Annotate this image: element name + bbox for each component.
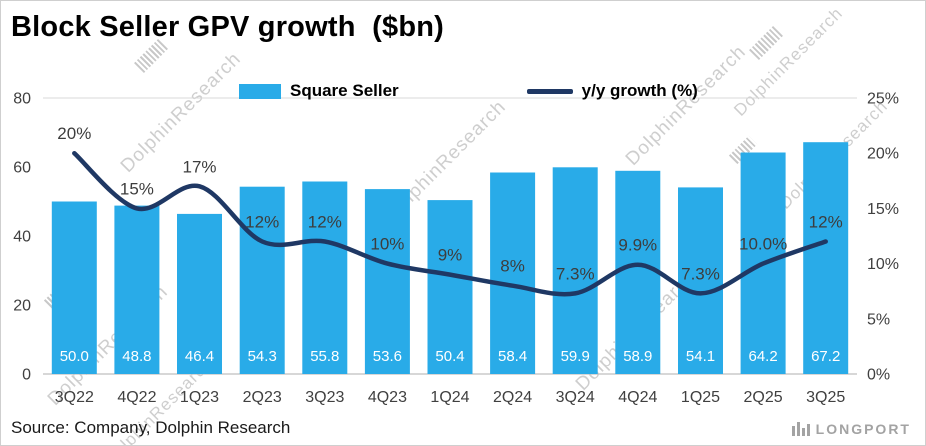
growth-value-label: 10.0% [739,235,787,254]
gpv-bar [51,201,97,374]
right-axis-tick: 25% [867,91,899,108]
bar-value-label: 58.9 [623,348,652,365]
gpv-bar [552,167,598,374]
growth-value-label: 9.9% [618,236,657,255]
longport-logo: LONGPORT [791,421,911,437]
gpv-bar [803,142,849,374]
left-axis-tick: 20 [13,298,31,315]
bar-value-label: 67.2 [811,348,840,365]
x-axis-label: 2Q23 [243,389,282,406]
growth-value-label: 7.3% [556,264,595,283]
legend-label-bars: Square Seller [290,81,399,100]
x-axis-label: 1Q24 [430,389,469,406]
bar-value-label: 46.4 [185,348,214,365]
growth-value-label: 12% [809,213,843,232]
x-axis-label: 3Q22 [55,389,94,406]
bar-value-label: 64.2 [748,348,777,365]
x-axis-label: 4Q24 [618,389,657,406]
gpv-bar [678,187,723,374]
right-axis-tick: 15% [867,201,899,218]
growth-value-label: 12% [308,213,342,232]
x-axis-label: 2Q24 [493,389,532,406]
bar-value-label: 55.8 [310,348,339,365]
right-axis-tick: 10% [867,256,899,273]
bar-value-label: 50.0 [60,348,89,365]
growth-line [72,150,828,297]
right-axis-tick: 20% [867,146,899,163]
x-axis-label: 4Q23 [368,389,407,406]
x-axis-label: 4Q22 [117,389,156,406]
growth-value-label: 15% [120,179,154,198]
growth-value-label: 8% [500,257,525,276]
longport-logo-text: LONGPORT [815,421,911,437]
gpv-bar [177,213,222,374]
x-axis-label: 1Q25 [681,389,720,406]
x-axis-label: 3Q23 [305,389,344,406]
left-axis-tick: 40 [13,229,31,246]
left-axis-tick: 80 [13,91,31,108]
left-axis-tick: 60 [13,160,31,177]
gpv-bar [364,189,410,374]
bar-value-label: 48.8 [122,348,151,365]
gpv-bar [114,205,160,374]
bar-value-label: 53.6 [373,348,402,365]
x-axis-label: 3Q24 [556,389,595,406]
x-axis-label: 3Q25 [806,389,845,406]
growth-value-label: 10% [370,235,404,254]
legend-item-bars: Square Seller [239,81,399,101]
bar-value-label: 50.4 [435,348,464,365]
gpv-bar [302,181,348,374]
bar-swatch-icon [239,83,281,99]
gpv-bar [427,200,473,374]
growth-value-label: 20% [57,124,91,143]
line-swatch-icon [526,88,573,94]
bar-value-label: 54.3 [248,348,277,365]
legend-item-line: y/y growth (%) [526,81,698,101]
right-axis-tick: 5% [867,311,890,328]
bar-value-label: 59.9 [561,348,590,365]
x-axis-label: 1Q23 [180,389,219,406]
left-axis-tick: 0 [22,367,31,384]
gpv-bar [490,172,536,374]
longport-barcode-icon [791,422,810,436]
growth-value-label: 9% [438,246,463,265]
gpv-bar [239,186,285,374]
growth-value-label: 12% [245,213,279,232]
x-axis-label: 2Q25 [744,389,783,406]
bar-value-label: 58.4 [498,348,527,365]
growth-value-label: 7.3% [681,264,720,283]
bar-value-label: 54.1 [686,348,715,365]
legend: Square Seller y/y growth (%) [239,81,698,101]
growth-value-label: 17% [182,157,216,176]
chart-title: Block Seller GPV growth ($bn) [11,11,445,43]
legend-label-line: y/y growth (%) [581,81,698,100]
gpv-bar [615,170,661,374]
right-axis-tick: 0% [867,367,890,384]
source-note: Source: Company, Dolphin Research [11,418,291,437]
